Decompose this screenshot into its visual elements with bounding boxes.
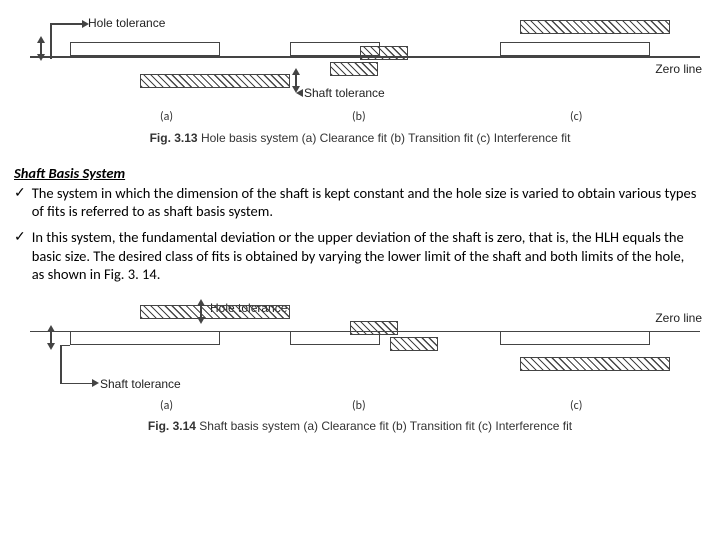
shaft-bar-a: [70, 331, 220, 345]
shaft-tol-vu2: [47, 325, 55, 332]
zero-line-label: Zero line: [655, 311, 702, 325]
bullet-1: ✓ The system in which the dimension of t…: [14, 184, 700, 220]
sub-label-c: (c): [570, 110, 582, 124]
section-heading: Shaft Basis System: [14, 164, 700, 182]
caption-bold: Fig. 3.14: [148, 419, 196, 433]
check-icon: ✓: [14, 228, 26, 245]
shaft-bar-b2: [360, 46, 408, 60]
hole-bar-c: [520, 357, 670, 371]
shaft-bar-c: [520, 20, 670, 34]
shaft-bar-a: [140, 74, 290, 88]
hole-bar-b1: [350, 321, 398, 335]
shaft-tol-vd2: [47, 343, 55, 350]
hole-bar-a: [140, 305, 290, 319]
shaft-tol-vu: [292, 68, 300, 75]
sub-label-b: (b): [352, 110, 366, 124]
hole-tolerance-label: Hole tolerance: [88, 16, 165, 30]
sub-label-a: (a): [160, 399, 173, 413]
caption-bold: Fig. 3.13: [150, 131, 198, 145]
shaft-tol-ah: [92, 379, 99, 387]
hole-bar-b2: [390, 337, 438, 351]
hole-tol-arrow-h: [50, 23, 86, 25]
sub-label-b: (b): [352, 399, 366, 413]
hole-tol-arrowhead: [82, 20, 89, 28]
shaft-tol-conn: [60, 345, 70, 347]
shaft-bar-c: [500, 331, 650, 345]
figure-3-14: Zero line Hole tolerance Shaft tolerance…: [10, 297, 710, 447]
zero-line-label: Zero line: [655, 62, 702, 76]
hole-tol-vdouble-up: [37, 36, 45, 43]
sub-label-a: (a): [160, 110, 173, 124]
bullet-2-text: In this system, the fundamental deviatio…: [32, 228, 700, 282]
shaft-bar-b1: [330, 62, 378, 76]
caption-text: Hole basis system (a) Clearance fit (b) …: [201, 131, 570, 145]
figure-caption-313: Fig. 3.13 Hole basis system (a) Clearanc…: [10, 131, 710, 145]
shaft-tolerance-label: Shaft tolerance: [100, 377, 181, 391]
shaft-tol-vd: [292, 86, 300, 93]
shaft-tol-vstem: [60, 345, 62, 383]
caption-text: Shaft basis system (a) Clearance fit (b)…: [199, 419, 572, 433]
figure-caption-314: Fig. 3.14 Shaft basis system (a) Clearan…: [10, 419, 710, 433]
shaft-tol-hline: [60, 383, 96, 385]
sub-label-c: (c): [570, 399, 582, 413]
figure-3-13: Zero line Hole tolerance Shaft tolerance…: [10, 6, 710, 156]
shaft-tolerance-label: Shaft tolerance: [304, 86, 385, 100]
hole-bar-c: [500, 42, 650, 56]
text-section: Shaft Basis System ✓ The system in which…: [0, 160, 720, 293]
hole-tol-vdouble-dn: [37, 54, 45, 61]
bullet-1-text: The system in which the dimension of the…: [32, 184, 700, 220]
check-icon: ✓: [14, 184, 26, 201]
hole-tol-vstem: [50, 23, 52, 59]
bullet-2: ✓ In this system, the fundamental deviat…: [14, 228, 700, 282]
hole-bar-a: [70, 42, 220, 56]
